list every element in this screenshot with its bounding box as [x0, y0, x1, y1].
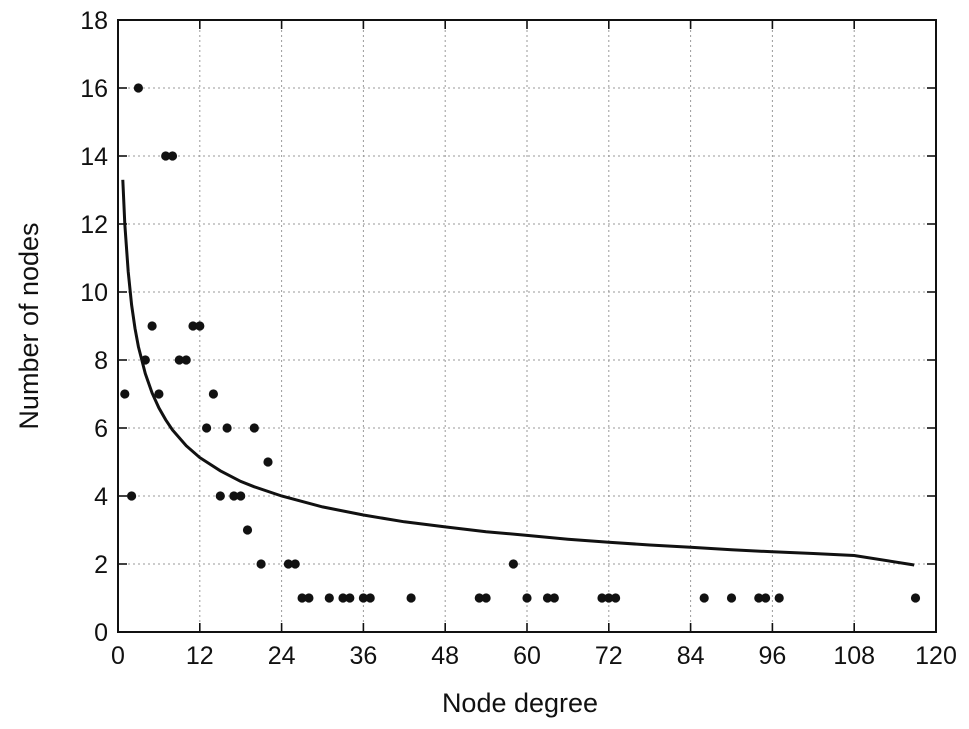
x-tick-label: 84 [677, 642, 705, 670]
data-point [699, 593, 709, 603]
data-point [195, 321, 205, 331]
data-point [167, 151, 178, 161]
y-tick-label: 14 [80, 143, 108, 171]
data-point [133, 83, 143, 93]
data-point [365, 593, 375, 603]
x-tick-label: 60 [513, 642, 541, 670]
data-point [406, 593, 416, 603]
x-axis-label: Node degree [442, 688, 598, 718]
data-point [283, 559, 293, 569]
data-point [222, 423, 232, 433]
grid [118, 20, 936, 632]
data-point [611, 593, 621, 603]
y-tick-label: 0 [94, 619, 108, 647]
data-point [597, 593, 607, 603]
data-point [263, 457, 273, 467]
data-point [549, 593, 559, 603]
x-tick-label: 0 [111, 642, 125, 670]
x-tick-label: 48 [431, 642, 459, 670]
data-point [522, 593, 532, 603]
data-point [754, 593, 764, 603]
y-tick-label: 12 [80, 211, 108, 239]
data-point [242, 525, 253, 535]
data-point [249, 423, 259, 433]
data-point [181, 355, 191, 365]
x-tick-label: 12 [186, 642, 214, 670]
data-point [188, 321, 198, 331]
data-point [127, 491, 137, 501]
data-point [542, 593, 553, 603]
data-point [910, 593, 921, 603]
data-point [202, 423, 212, 433]
data-point [358, 593, 368, 603]
y-tick-label: 18 [80, 7, 108, 35]
data-point [215, 491, 225, 501]
x-tick-label: 96 [758, 642, 786, 670]
y-tick-label: 6 [94, 415, 108, 443]
data-point [120, 389, 130, 399]
y-tick-label: 4 [94, 483, 108, 511]
data-point [726, 593, 737, 603]
data-point [481, 593, 491, 603]
x-tick-label: 120 [915, 642, 957, 670]
data-point [508, 559, 518, 569]
y-tick-label: 10 [80, 279, 108, 307]
data-point [140, 355, 150, 365]
y-tick-label: 16 [80, 75, 108, 103]
data-point [304, 593, 314, 603]
y-axis-label: Number of nodes [14, 222, 44, 429]
data-point [208, 389, 218, 399]
data-point [161, 151, 171, 161]
data-point [297, 593, 307, 603]
series [120, 83, 921, 603]
data-point [474, 593, 484, 603]
data-point [324, 593, 334, 603]
data-point [774, 593, 784, 603]
fit-curve [121, 179, 915, 567]
y-tick-label: 2 [94, 551, 108, 579]
x-tick-label: 24 [268, 642, 296, 670]
data-point [229, 491, 239, 501]
x-tick-label: 72 [595, 642, 623, 670]
data-point [604, 593, 614, 603]
data-point [236, 491, 246, 501]
y-tick-label: 8 [94, 347, 108, 375]
data-point [147, 321, 157, 331]
data-point [174, 355, 184, 365]
data-point [761, 593, 771, 603]
y-axis-tick-labels: 0 2 4 6 8 10 12 14 16 18 [80, 7, 108, 647]
data-point [256, 559, 266, 569]
data-point [345, 593, 355, 603]
x-tick-label: 108 [833, 642, 875, 670]
x-tick-label: 36 [349, 642, 377, 670]
data-point [290, 559, 300, 569]
data-point [154, 389, 164, 399]
data-point [338, 593, 348, 603]
x-axis-tick-labels: 0 12 24 36 48 60 72 84 96 108 120 [111, 642, 957, 670]
